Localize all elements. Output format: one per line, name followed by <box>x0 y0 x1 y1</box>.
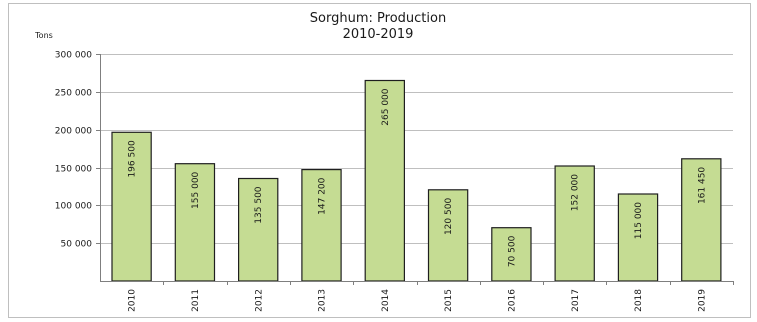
value-label-2010: 196 500 <box>128 140 138 177</box>
bar-2018 <box>617 193 659 282</box>
chart-subtitle: 2010-2019 <box>343 27 414 42</box>
y-tick-label: 300 000 <box>55 51 92 61</box>
x-tick-label-2016: 2016 <box>507 289 517 312</box>
value-label-2019: 161 450 <box>697 167 707 204</box>
x-axis-tick-labels: 2010 2011 2012 2013 2014 2015 2016 2017 2018 2019 <box>128 289 708 312</box>
chart-title: Sorghum: Production <box>310 11 446 26</box>
bar-2011 <box>174 163 216 282</box>
y-tick-label: 200 000 <box>55 127 92 137</box>
value-label-2015: 120 500 <box>444 198 454 235</box>
x-tick-label-2012: 2012 <box>254 289 264 312</box>
y-tick-label: 50 000 <box>61 240 93 250</box>
value-label-2011: 155 000 <box>191 171 201 208</box>
y-axis-unit-label: Tons <box>34 31 53 40</box>
x-tick-label-2015: 2015 <box>444 289 454 312</box>
y-tick-label: 250 000 <box>55 89 92 99</box>
bar-2013 <box>301 169 342 282</box>
axes <box>96 54 734 285</box>
y-axis-tick-labels: 50 000 100 000 150 000 200 000 250 000 300 00… <box>55 51 92 250</box>
value-label-2016: 70 500 <box>507 235 517 267</box>
x-tick-label-2018: 2018 <box>634 289 644 312</box>
bar-2015 <box>427 189 469 282</box>
x-tick-label-2017: 2017 <box>571 289 581 312</box>
x-tick-label-2014: 2014 <box>381 289 391 312</box>
y-tick-label: 100 000 <box>55 202 92 212</box>
value-label-2012: 135 500 <box>254 186 264 223</box>
value-label-2018: 115 000 <box>634 202 644 239</box>
x-tick-label-2011: 2011 <box>191 289 201 312</box>
bars <box>111 79 722 282</box>
bar-value-labels: 196 500 155 000 135 500 147 200 265 000 120 5… <box>128 88 708 267</box>
y-tick-label: 150 000 <box>55 165 92 175</box>
bar-2016 <box>491 227 532 282</box>
x-tick-label-2010: 2010 <box>128 289 138 312</box>
bar-2019 <box>681 158 722 282</box>
value-label-2014: 265 000 <box>381 88 391 125</box>
value-label-2013: 147 200 <box>318 177 328 214</box>
value-label-2017: 152 000 <box>571 174 581 211</box>
x-tick-label-2013: 2013 <box>318 289 328 312</box>
bar-2014 <box>364 79 406 282</box>
bar-2012 <box>238 177 279 282</box>
x-tick-label-2019: 2019 <box>697 289 707 312</box>
